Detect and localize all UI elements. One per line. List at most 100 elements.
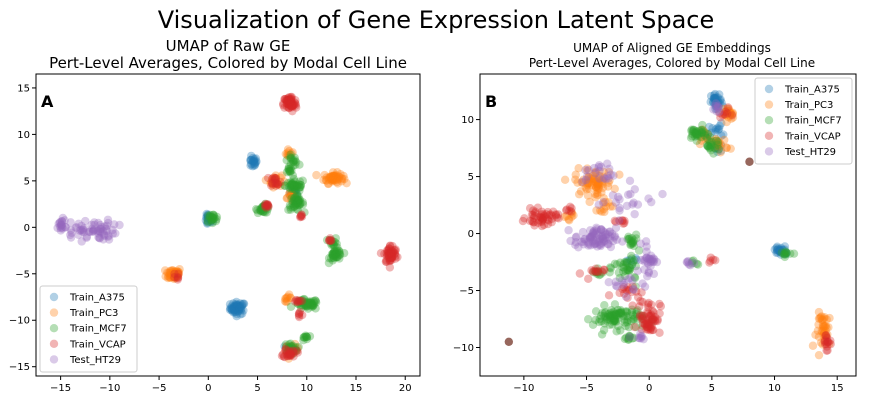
scatter-point [719,130,728,139]
scatter-point [165,270,175,279]
scatter-point [262,200,271,209]
scatter-point [610,315,620,324]
scatter-point [329,249,338,258]
scatter-point [625,265,635,274]
scatter-point [706,97,715,107]
scatter-point [633,266,642,276]
scatter-point [285,100,294,109]
scatter-point [644,323,653,332]
scatter-point [232,297,241,307]
scatter-point [203,212,213,222]
scatter-point [585,233,595,242]
scatter-point [597,225,606,234]
scatter-point [702,141,712,150]
scatter-point [714,103,723,112]
scatter-point [288,346,298,355]
scatter-point [610,216,620,225]
scatter-point [306,298,315,307]
scatter-point [285,342,294,351]
scatter-point [282,342,292,351]
scatter-point [584,172,593,182]
scatter-point [282,95,292,105]
scatter-point [385,249,394,259]
scatter-point [592,269,602,279]
scatter-point [303,297,313,306]
scatter-point [271,174,281,183]
scatter-point [270,179,279,188]
scatter-point [620,334,630,344]
scatter-point [635,302,644,311]
scatter-point [591,235,600,245]
scatter-point [334,246,344,256]
scatter-point [817,315,827,325]
scatter-point [325,236,334,245]
scatter-point [587,266,596,275]
scatter-point [590,168,600,177]
scatter-point [618,284,627,294]
x-tick-label: 5 [254,383,260,394]
scatter-point [605,227,615,236]
scatter-point [206,215,215,224]
scatter-point [626,189,635,199]
scatter-point [325,175,334,184]
scatter-point [776,247,785,257]
scatter-point [284,182,294,192]
scatter-point [640,282,650,291]
scatter-point [311,296,320,306]
scatter-point [293,296,302,305]
scatter-point [648,306,657,316]
scatter-point [598,234,607,243]
scatter-point [612,235,622,244]
scatter-point [335,250,344,259]
scatter-point [706,91,716,101]
scatter-point [260,202,270,211]
scatter-point [821,332,831,341]
scatter-point [591,175,600,184]
scatter-point [337,177,346,186]
scatter-point [261,199,270,209]
scatter-point [822,323,831,333]
panel-a-chart: −15 −10 −5 0 5 10 15 20−15−10−5051015ATrain_A37… [9,73,421,394]
scatter-point [544,211,554,220]
scatter-point [284,165,293,174]
scatter-point [203,211,213,221]
scatter-point [169,269,178,279]
scatter-point [648,317,658,327]
scatter-point [636,332,646,341]
scatter-point [272,181,281,190]
scatter-point [616,258,625,267]
scatter-point [291,181,300,190]
scatter-point [630,209,639,219]
scatter-point [773,246,782,255]
scatter-point [171,269,180,278]
scatter-point [632,309,641,319]
scatter-point [591,183,601,192]
scatter-point [291,101,300,110]
scatter-point [595,317,604,327]
scatter-point [294,309,304,318]
scatter-point [698,129,708,138]
scatter-point [599,204,609,214]
scatter-point [571,238,581,247]
scatter-point [288,197,298,206]
scatter-point [294,200,303,209]
scatter-point [711,101,720,111]
scatter-point [538,215,547,224]
scatter-point [271,174,280,183]
legend-label: Train_PC3 [784,100,833,111]
scatter-point [594,184,604,193]
scatter-point [564,226,573,235]
scatter-point [331,250,341,259]
scatter-point [624,331,634,341]
scatter-point [777,245,787,254]
scatter-point [296,180,305,190]
scatter-point [386,249,396,258]
scatter-point [208,212,217,222]
scatter-point [588,229,598,238]
scatter-point [282,167,292,177]
scatter-point [632,255,641,265]
scatter-point [701,134,710,144]
scatter-point [816,338,826,347]
scatter-point [697,136,706,145]
scatter-point [527,210,537,219]
